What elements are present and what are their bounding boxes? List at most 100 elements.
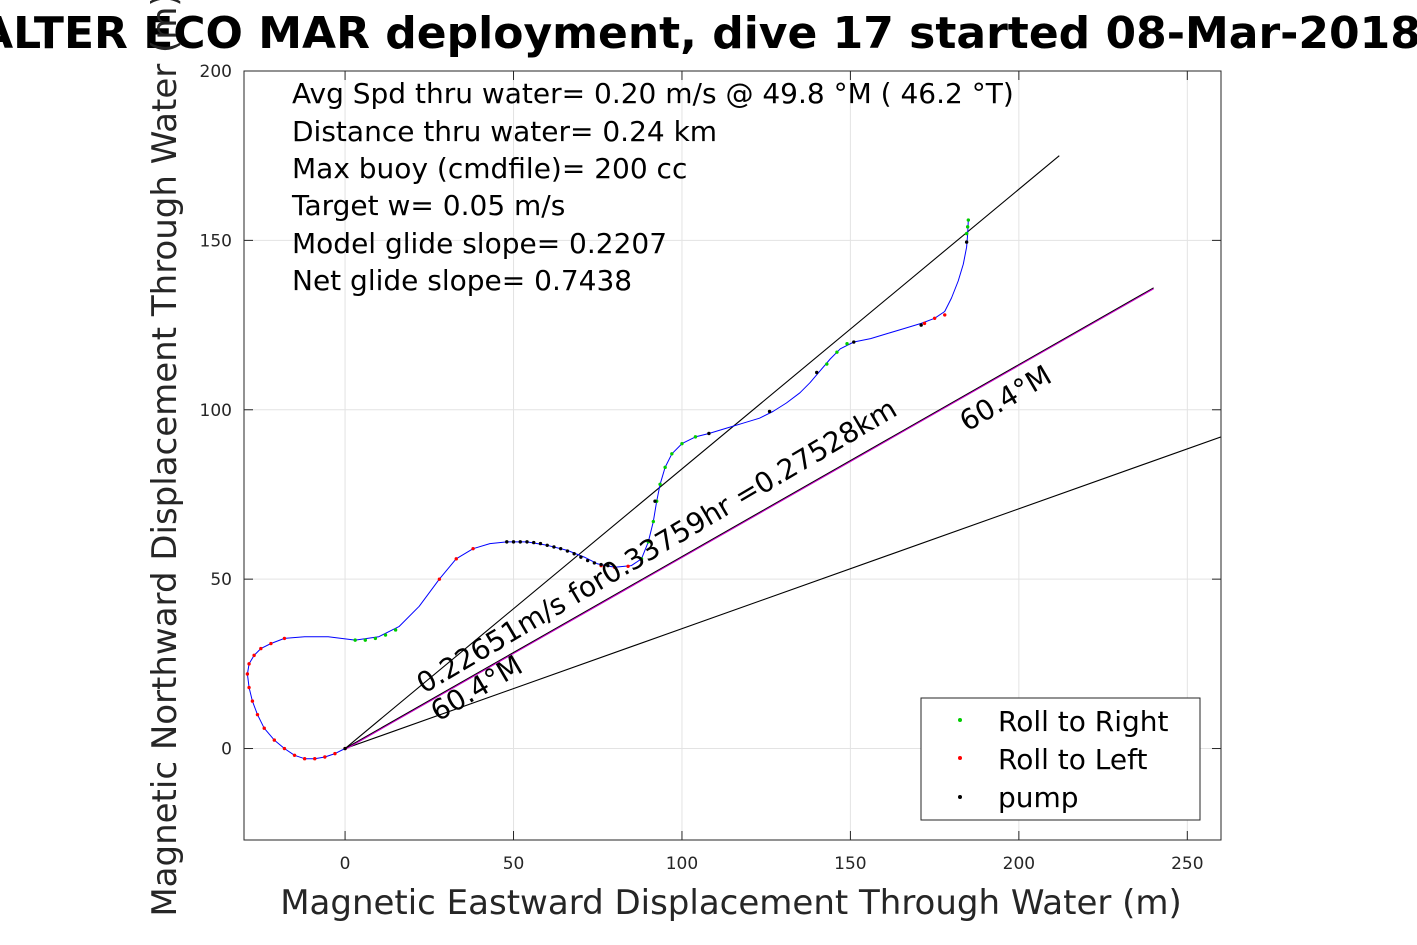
marker-pump bbox=[545, 543, 549, 547]
marker-roll-to-left bbox=[323, 755, 327, 759]
axis-ticks: 0 50 100 150 200 250 0 50 100 150 200 bbox=[200, 62, 1221, 874]
y-tick-label: 100 bbox=[200, 401, 232, 421]
stat-target-w: Target w= 0.05 m/s bbox=[291, 189, 565, 222]
marker-roll-to-right bbox=[651, 519, 656, 524]
marker-roll-to-left bbox=[922, 321, 927, 326]
marker-roll-to-right bbox=[393, 628, 398, 632]
marker-pump bbox=[592, 561, 597, 565]
marker-roll-to-left bbox=[262, 726, 266, 730]
x-tick-label: 50 bbox=[503, 854, 525, 874]
marker-roll-to-right bbox=[670, 452, 674, 456]
marker-pump bbox=[767, 409, 772, 414]
reference-line-0 bbox=[344, 155, 1060, 749]
y-tick-label: 200 bbox=[200, 62, 232, 82]
marker-pump bbox=[343, 746, 347, 751]
marker-roll-to-left bbox=[250, 699, 255, 703]
marker-roll-to-right bbox=[835, 350, 839, 354]
marker-pump bbox=[572, 552, 576, 556]
marker-pump bbox=[525, 540, 529, 544]
marker-roll-to-right bbox=[845, 342, 849, 346]
marker-roll-to-left bbox=[247, 685, 251, 690]
reference-line-2 bbox=[344, 436, 1221, 750]
stat-net-glide-slope: Net glide slope= 0.7438 bbox=[292, 264, 632, 297]
marker-roll-to-right bbox=[373, 636, 378, 641]
x-tick-label: 250 bbox=[1171, 854, 1203, 874]
marker-roll-to-left bbox=[269, 641, 273, 646]
marker-pump bbox=[552, 545, 556, 549]
marker-roll-to-right bbox=[383, 633, 388, 637]
x-tick-label: 0 bbox=[340, 854, 351, 874]
x-tick-label: 100 bbox=[666, 854, 698, 874]
marker-roll-to-left bbox=[282, 636, 287, 641]
x-tick-label: 150 bbox=[834, 854, 866, 874]
marker-roll-to-right bbox=[658, 482, 662, 486]
y-tick-label: 50 bbox=[210, 570, 232, 590]
marker-pump bbox=[558, 546, 563, 551]
marker-roll-to-left bbox=[612, 565, 617, 569]
marker-roll-to-right bbox=[964, 231, 969, 236]
marker-roll-to-left bbox=[252, 653, 256, 658]
marker-roll-to-right bbox=[825, 362, 829, 366]
legend-marker-roll-left bbox=[958, 756, 962, 760]
marker-roll-to-right bbox=[363, 638, 367, 642]
stat-avg-speed: Avg Spd thru water= 0.20 m/s @ 49.8 °M (… bbox=[292, 77, 1014, 110]
marker-pump bbox=[964, 240, 969, 244]
stat-distance: Distance thru water= 0.24 km bbox=[292, 115, 717, 148]
marker-roll-to-right bbox=[639, 557, 644, 561]
reference-line-1 bbox=[344, 287, 1154, 750]
marker-pump bbox=[707, 431, 711, 436]
reference-lines bbox=[344, 155, 1221, 750]
marker-roll-to-left bbox=[282, 746, 287, 751]
marker-pump bbox=[518, 540, 522, 544]
y-axis-label: Magnetic Northward Displacement Through … bbox=[145, 0, 185, 917]
x-tick-label: 200 bbox=[1003, 854, 1035, 874]
current-overlay-line bbox=[344, 288, 1154, 750]
marker-roll-to-left bbox=[313, 756, 317, 761]
marker-pump bbox=[585, 558, 590, 563]
marker-pump bbox=[815, 370, 819, 375]
marker-roll-to-left bbox=[272, 738, 277, 742]
legend-label-roll-right: Roll to Right bbox=[998, 705, 1169, 738]
marker-roll-to-left bbox=[245, 672, 250, 676]
marker-roll-to-left bbox=[247, 662, 251, 666]
x-axis-label: Magnetic Eastward Displacement Through W… bbox=[280, 883, 1182, 923]
marker-roll-to-left bbox=[302, 756, 307, 761]
marker-roll-to-left bbox=[626, 564, 630, 568]
marker-roll-to-left bbox=[255, 712, 260, 717]
marker-pump bbox=[579, 555, 583, 559]
stat-model-glide-slope: Model glide slope= 0.2207 bbox=[292, 227, 667, 260]
marker-roll-to-left bbox=[437, 577, 442, 581]
legend-label-roll-left: Roll to Left bbox=[998, 743, 1147, 776]
y-tick-label: 0 bbox=[221, 740, 232, 760]
marker-roll-to-right bbox=[663, 465, 667, 470]
marker-roll-to-left bbox=[292, 753, 297, 758]
marker-roll-to-left bbox=[333, 751, 337, 756]
marker-pump bbox=[606, 563, 610, 568]
marker-pump bbox=[565, 549, 570, 553]
marker-roll-to-right bbox=[680, 441, 684, 446]
marker-pump bbox=[532, 540, 536, 545]
marker-roll-to-left bbox=[259, 646, 263, 651]
marker-pump bbox=[653, 499, 657, 503]
y-tick-label: 150 bbox=[200, 231, 232, 251]
chart-title: ALTER ECO MAR deployment, dive 17 starte… bbox=[0, 8, 1417, 59]
marker-roll-to-left bbox=[454, 557, 458, 561]
marker-roll-to-left bbox=[943, 313, 947, 317]
marker-roll-to-right bbox=[353, 638, 357, 642]
marker-pump bbox=[919, 323, 923, 327]
axes-box bbox=[243, 70, 1222, 841]
marker-roll-to-right bbox=[966, 218, 971, 222]
marker-roll-to-left bbox=[932, 316, 937, 320]
marker-pump bbox=[511, 540, 516, 544]
marker-pump bbox=[505, 540, 509, 544]
marker-roll-to-left bbox=[471, 546, 475, 551]
legend-marker-roll-right bbox=[958, 718, 962, 722]
sample-markers bbox=[245, 218, 971, 761]
marker-roll-to-right bbox=[693, 435, 698, 439]
marker-pump bbox=[538, 541, 543, 546]
legend-marker-pump bbox=[958, 795, 962, 799]
legend-label-pump: pump bbox=[998, 781, 1079, 814]
marker-roll-to-right bbox=[646, 540, 650, 544]
legend-box bbox=[920, 697, 1201, 821]
